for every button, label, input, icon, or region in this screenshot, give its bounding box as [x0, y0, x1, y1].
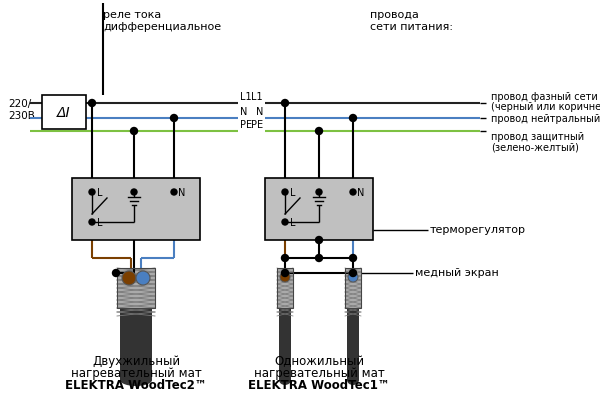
- Text: сети питания:: сети питания:: [370, 22, 453, 32]
- Circle shape: [280, 272, 290, 282]
- Circle shape: [113, 269, 119, 276]
- Text: ELEKTRA WoodTec2™: ELEKTRA WoodTec2™: [65, 379, 207, 392]
- Text: L: L: [97, 188, 103, 198]
- Text: 220/
230В: 220/ 230В: [8, 99, 35, 121]
- Text: L1: L1: [240, 92, 251, 102]
- Ellipse shape: [120, 374, 152, 386]
- Circle shape: [281, 269, 289, 276]
- Text: PE: PE: [251, 120, 263, 130]
- Circle shape: [281, 100, 289, 107]
- FancyBboxPatch shape: [347, 308, 359, 380]
- Circle shape: [350, 189, 356, 195]
- Circle shape: [282, 219, 288, 225]
- Text: (зелено-желтый): (зелено-желтый): [491, 142, 579, 152]
- Circle shape: [316, 127, 323, 134]
- Circle shape: [171, 189, 177, 195]
- Circle shape: [316, 254, 323, 261]
- Ellipse shape: [279, 375, 291, 385]
- Text: ELEKTRA WoodTec1™: ELEKTRA WoodTec1™: [248, 379, 390, 392]
- Circle shape: [136, 271, 150, 285]
- FancyBboxPatch shape: [265, 178, 373, 240]
- Circle shape: [131, 189, 137, 195]
- FancyBboxPatch shape: [117, 268, 155, 308]
- Ellipse shape: [347, 375, 359, 385]
- Text: N: N: [357, 188, 364, 198]
- Text: дифференциальное: дифференциальное: [103, 22, 221, 32]
- Circle shape: [348, 272, 358, 282]
- Text: (черный или коричневый): (черный или коричневый): [491, 102, 600, 112]
- Circle shape: [316, 189, 322, 195]
- Text: реле тока: реле тока: [103, 10, 161, 20]
- Text: L1: L1: [251, 92, 263, 102]
- Text: провод защитный: провод защитный: [491, 132, 584, 142]
- FancyBboxPatch shape: [120, 308, 152, 380]
- Text: L: L: [290, 218, 296, 228]
- FancyBboxPatch shape: [72, 178, 200, 240]
- Circle shape: [89, 100, 95, 107]
- Text: L: L: [97, 218, 103, 228]
- Text: провод нейтральный (синий): провод нейтральный (синий): [491, 114, 600, 124]
- Text: PE: PE: [240, 120, 252, 130]
- Circle shape: [281, 254, 289, 261]
- FancyBboxPatch shape: [277, 268, 293, 308]
- FancyBboxPatch shape: [345, 268, 361, 308]
- Text: нагревательный мат: нагревательный мат: [254, 367, 385, 380]
- FancyBboxPatch shape: [279, 308, 291, 380]
- Circle shape: [122, 271, 136, 285]
- Text: N: N: [178, 188, 185, 198]
- Text: провод фазный сети: провод фазный сети: [491, 92, 598, 102]
- Text: медный экран: медный экран: [415, 268, 499, 278]
- Circle shape: [316, 237, 323, 244]
- Text: нагревательный мат: нагревательный мат: [71, 367, 202, 380]
- Circle shape: [131, 127, 137, 134]
- Circle shape: [349, 269, 356, 276]
- Circle shape: [349, 115, 356, 122]
- Circle shape: [170, 115, 178, 122]
- Text: L: L: [290, 188, 296, 198]
- Text: ΔI: ΔI: [57, 106, 71, 120]
- Circle shape: [349, 254, 356, 261]
- Circle shape: [89, 189, 95, 195]
- Text: Однoжильный: Однoжильный: [274, 355, 364, 368]
- FancyBboxPatch shape: [42, 95, 86, 129]
- Circle shape: [282, 189, 288, 195]
- Text: N: N: [256, 107, 263, 117]
- Circle shape: [89, 219, 95, 225]
- Text: терморегулятор: терморегулятор: [430, 225, 526, 235]
- Text: N: N: [240, 107, 247, 117]
- Text: провода: провода: [370, 10, 419, 20]
- Text: Двухжильный: Двухжильный: [92, 355, 180, 368]
